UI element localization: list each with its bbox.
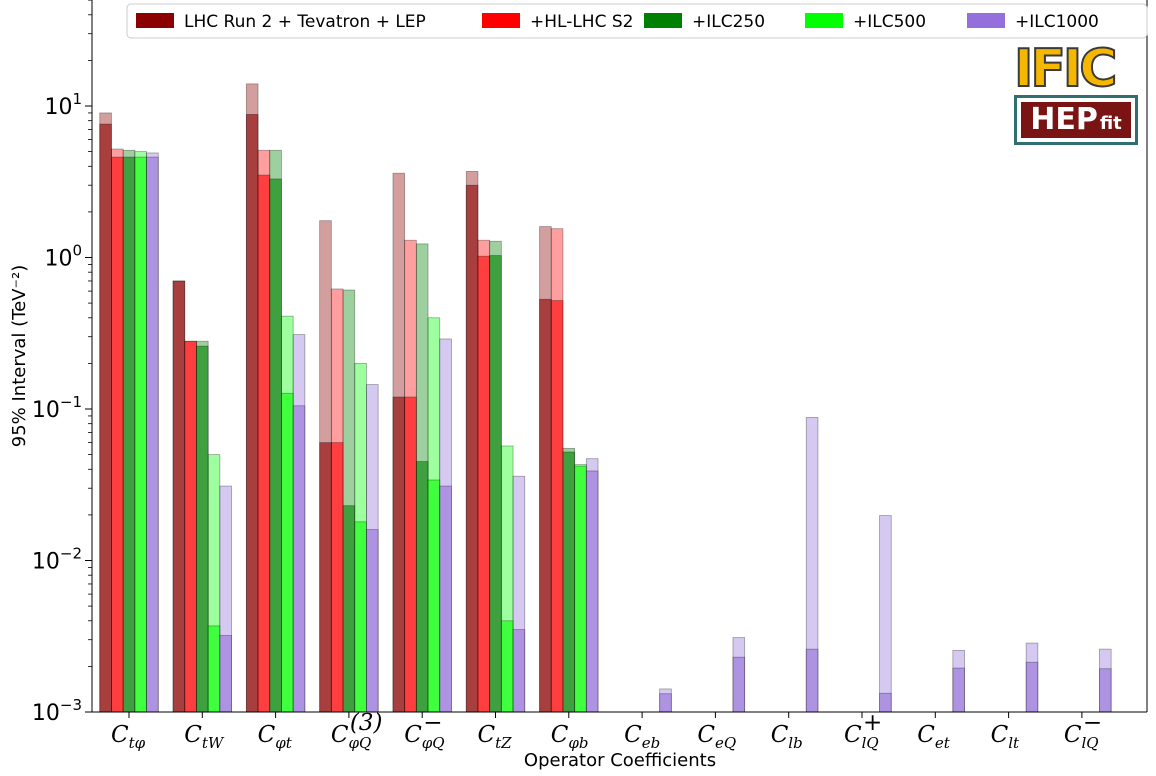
bar-individual-4-4 <box>439 485 452 713</box>
bar-individual-4-6 <box>585 470 599 713</box>
x-tick-label: Cφb <box>551 722 589 752</box>
x-tick-label: Clb <box>771 722 803 752</box>
x-tick-label: ClQ <box>1064 722 1099 752</box>
x-tick-label-sup: − <box>423 710 442 736</box>
y-tick-label: 10−3 <box>32 696 82 726</box>
legend-label: +ILC500 <box>853 12 926 32</box>
bar-individual-4-1 <box>219 635 232 713</box>
bar-individual-3-4 <box>427 479 441 713</box>
bar-individual-3-5 <box>500 620 514 713</box>
bar-individual-1-6 <box>550 300 564 713</box>
ific-logo: IFIC <box>1013 38 1138 100</box>
bar-individual-3-6 <box>574 465 587 713</box>
legend-label: +HL-LHC S2 <box>530 12 633 32</box>
bar-individual-1-2 <box>257 174 271 713</box>
bar-individual-0-4 <box>392 396 406 713</box>
bar-individual-4-7 <box>659 693 672 713</box>
bar-individual-4-3 <box>366 529 379 713</box>
x-tick-label-sup: (3) <box>350 710 383 736</box>
legend-label: +ILC1000 <box>1015 12 1099 32</box>
y-tick-label: 10−1 <box>32 393 82 423</box>
bar-individual-2-0 <box>122 156 136 713</box>
individual-bars <box>99 114 1112 713</box>
bar-individual-4-0 <box>146 156 159 713</box>
x-tick-label: Ctφ <box>111 722 146 752</box>
bar-individual-1-1 <box>184 340 197 713</box>
hepfit-main: HEP <box>1030 102 1098 137</box>
x-tick-label: Clt <box>991 722 1020 752</box>
legend: LHC Run 2 + Tevatron + LEP +HL-LHC S2 +ILC… <box>126 3 1148 39</box>
bar-individual-1-0 <box>111 156 124 713</box>
x-tick-label: Ceb <box>624 722 660 752</box>
bar-individual-4-12 <box>1025 661 1039 713</box>
x-tick-label: CφQ <box>404 722 444 752</box>
bar-individual-1-5 <box>477 255 491 713</box>
y-tick-label: 100 <box>44 242 82 272</box>
hepfit-logo-inner: HEP fit <box>1021 102 1131 138</box>
legend-swatch <box>136 13 174 28</box>
bar-individual-0-5 <box>465 184 479 713</box>
svg-text:IFIC: IFIC <box>1014 42 1114 90</box>
bar-individual-4-13 <box>1099 668 1112 713</box>
bar-individual-4-5 <box>512 629 526 713</box>
x-tick-label: Cet <box>917 722 950 752</box>
bar-individual-2-5 <box>489 255 502 713</box>
x-tick-label: Cφt <box>258 722 293 752</box>
x-axis: Ctφ CtW Cφt CφQ(3) CφQ− CtZ Cφb Ceb CeQ Clb ClQ+ Ce… <box>111 710 1102 752</box>
bar-individual-4-9 <box>805 648 819 713</box>
y-axis: 10−3 10−2 10−1 100 101 <box>32 0 92 726</box>
plot-frame <box>91 0 1148 713</box>
bar-individual-4-11 <box>952 667 965 713</box>
x-tick-label: CtW <box>184 722 225 752</box>
legend-label: LHC Run 2 + Tevatron + LEP <box>184 12 426 32</box>
x-tick-label: ClQ <box>844 722 879 752</box>
hepfit-sub: fit <box>1099 113 1122 134</box>
y-axis-title: 95% Interval (TeV⁻²) <box>9 265 30 447</box>
legend-swatch <box>644 13 682 28</box>
bar-individual-0-1 <box>172 280 186 713</box>
x-tick-label: CφQ <box>331 722 371 752</box>
x-tick-label: CeQ <box>697 722 736 752</box>
bar-individual-3-1 <box>207 625 221 713</box>
bar-individual-2-2 <box>269 178 282 713</box>
bar-individual-4-2 <box>292 405 306 713</box>
bar-individual-4-8 <box>732 656 746 713</box>
bar-individual-1-3 <box>330 442 344 713</box>
x-tick-label: CtZ <box>478 722 513 752</box>
bar-individual-2-4 <box>415 461 429 713</box>
x-tick-label-sup: − <box>1083 710 1102 736</box>
legend-frame <box>126 3 1148 39</box>
bar-individual-3-3 <box>354 521 367 713</box>
bar-individual-3-0 <box>134 156 147 713</box>
x-tick-label-sup: + <box>863 710 882 736</box>
bar-individual-0-3 <box>319 442 332 713</box>
legend-label: +ILC250 <box>692 12 765 32</box>
x-axis-title: Operator Coefficients <box>524 750 716 771</box>
bar-individual-0-0 <box>99 123 112 713</box>
bar-individual-2-3 <box>342 505 356 713</box>
bar-individual-2-6 <box>562 451 576 713</box>
legend-swatch <box>482 13 520 28</box>
bar-individual-2-1 <box>196 345 209 713</box>
bar-individual-0-6 <box>539 298 552 713</box>
hepfit-logo: HEP fit <box>1014 95 1138 145</box>
legend-swatch <box>805 13 843 28</box>
bar-individual-3-2 <box>281 392 294 713</box>
bar-individual-1-4 <box>404 396 417 713</box>
bar-global-4-10 <box>879 515 892 713</box>
y-tick-label: 101 <box>44 90 82 120</box>
ific-logo-graphic: IFIC <box>1013 38 1118 100</box>
bar-individual-0-2 <box>245 114 259 713</box>
y-tick-label: 10−2 <box>32 545 82 575</box>
legend-swatch <box>967 13 1005 28</box>
